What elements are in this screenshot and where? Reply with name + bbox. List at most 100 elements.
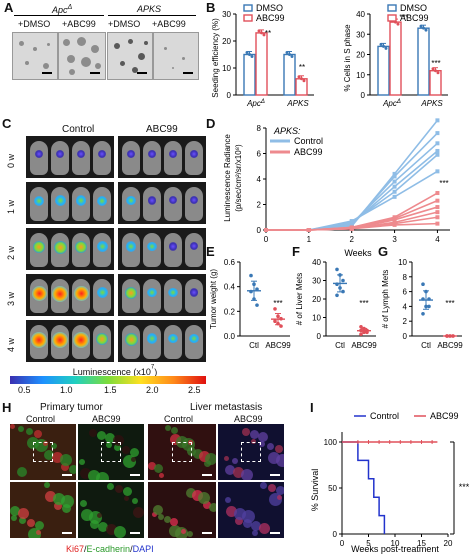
data-point — [435, 148, 440, 153]
data-point — [392, 171, 397, 176]
legend-abc99: ABC99 — [400, 13, 429, 23]
panel-e-label: E — [206, 244, 215, 259]
x-tick-label: 0 — [264, 235, 269, 244]
bioluminescence-image — [118, 228, 206, 270]
significance-marker: *** — [445, 299, 454, 308]
panel-c-row-label: 2 w — [6, 245, 16, 260]
data-point — [435, 118, 440, 123]
panel-g-ylabel: # of Lymph Mets — [381, 270, 390, 329]
scale-bar — [62, 532, 72, 534]
data-point — [276, 314, 280, 319]
data-point — [419, 24, 423, 28]
panel-b-right-xcat2: APKS — [420, 99, 443, 108]
panel-h-stain-legend: Ki67/E-cadherin/DAPI — [66, 544, 154, 554]
data-point — [349, 219, 354, 224]
y-tick-label: 30 — [222, 10, 231, 19]
significance-marker: *** — [273, 299, 282, 308]
data-point — [362, 326, 366, 331]
colorbar-tick: 2.5 — [188, 385, 201, 395]
data-point — [349, 226, 354, 231]
data-point — [335, 293, 339, 298]
panel-i-ylabel: % Survival — [310, 469, 320, 512]
data-point — [252, 282, 256, 286]
immunofluorescence-image — [218, 424, 284, 480]
panel-b-right-sig2: *** — [431, 59, 440, 68]
immunofluorescence-image — [148, 424, 216, 480]
colorbar-tick: 1.5 — [104, 385, 117, 395]
scale-bar — [62, 474, 72, 476]
x-tick-label: 5 — [366, 539, 371, 548]
data-point — [435, 198, 440, 203]
y-tick-label: 100 — [324, 438, 338, 447]
panel-a-cond4: +ABC99 — [152, 19, 186, 29]
bioluminescence-image — [26, 274, 114, 316]
y-tick-label: 30 — [356, 30, 365, 39]
panel-h-abc99-left: ABC99 — [92, 414, 121, 424]
legend-abc99: ABC99 — [256, 13, 285, 23]
y-tick-label: 10 — [312, 314, 321, 323]
data-point — [435, 131, 440, 136]
data-point — [382, 44, 385, 48]
colorbar-tick: 0.5 — [18, 385, 31, 395]
panel-e-ylabel: Tumor weight (g) — [209, 269, 218, 330]
panel-a-cond2: +ABC99 — [62, 19, 96, 29]
scale-bar — [270, 474, 280, 476]
panel-i-legend-abc99: ABC99 — [430, 411, 459, 421]
x-tick-label: ABC99 — [265, 341, 291, 350]
data-point — [362, 330, 366, 335]
immunofluorescence-image — [78, 482, 144, 538]
immunofluorescence-image — [10, 482, 76, 538]
x-tick-label: 20 — [444, 539, 453, 548]
data-point — [435, 205, 440, 210]
data-point — [255, 287, 259, 291]
panel-f-ylabel: # of Liver Mets — [295, 273, 304, 325]
data-point — [421, 312, 425, 316]
bar — [283, 53, 296, 96]
data-point — [392, 194, 397, 199]
data-point — [384, 46, 388, 50]
data-point — [392, 179, 397, 184]
colorbar-tick: 2.0 — [146, 385, 159, 395]
panel-b-left-sig1: ** — [265, 29, 271, 38]
data-point — [448, 334, 452, 338]
micrograph-apc-dmso — [12, 32, 58, 80]
data-point — [279, 316, 283, 321]
panel-a-cond3: +DMSO — [108, 19, 141, 29]
y-tick-label: 0 — [227, 91, 232, 100]
data-point — [431, 67, 435, 71]
panel-b-left-sig2: ** — [299, 63, 305, 72]
legend-abc99-swatch — [387, 14, 397, 22]
panel-a-cond1: +DMSO — [18, 19, 51, 29]
data-point — [245, 51, 249, 54]
bioluminescence-image — [26, 320, 114, 362]
data-point — [252, 297, 256, 301]
y-tick-label: 10 — [356, 71, 365, 80]
x-tick-label: 3 — [392, 235, 397, 244]
y-tick-label: 4 — [403, 302, 408, 311]
data-point — [422, 26, 425, 30]
bioluminescence-image — [118, 136, 206, 178]
legend-dmso: DMSO — [256, 3, 283, 13]
data-point — [249, 273, 253, 278]
y-tick-label: 40 — [356, 10, 365, 19]
x-tick-label: ABC99 — [351, 341, 377, 350]
x-tick-label: 1 — [307, 235, 312, 244]
panel-a-group2: APKS — [137, 4, 162, 14]
panel-d-ylabel: Luminescence Radiance — [223, 134, 232, 222]
y-tick-label: 0.0 — [224, 332, 236, 341]
data-point — [359, 328, 363, 333]
data-point — [276, 321, 280, 326]
data-point — [435, 221, 440, 226]
data-point — [435, 152, 440, 157]
panel-b-chart: 0 10 20 30 Seeding efficiency (%) ** ** Apc… — [211, 3, 448, 108]
data-point — [335, 267, 339, 272]
x-tick-label: ABC99 — [437, 341, 463, 350]
data-point — [445, 334, 449, 338]
y-tick-label: 0 — [257, 226, 262, 235]
data-point — [285, 51, 289, 54]
data-point — [359, 332, 363, 336]
legend-dmso: DMSO — [400, 3, 427, 13]
panel-h-abc99-right: ABC99 — [234, 414, 263, 424]
y-tick-label: 20 — [312, 295, 321, 304]
